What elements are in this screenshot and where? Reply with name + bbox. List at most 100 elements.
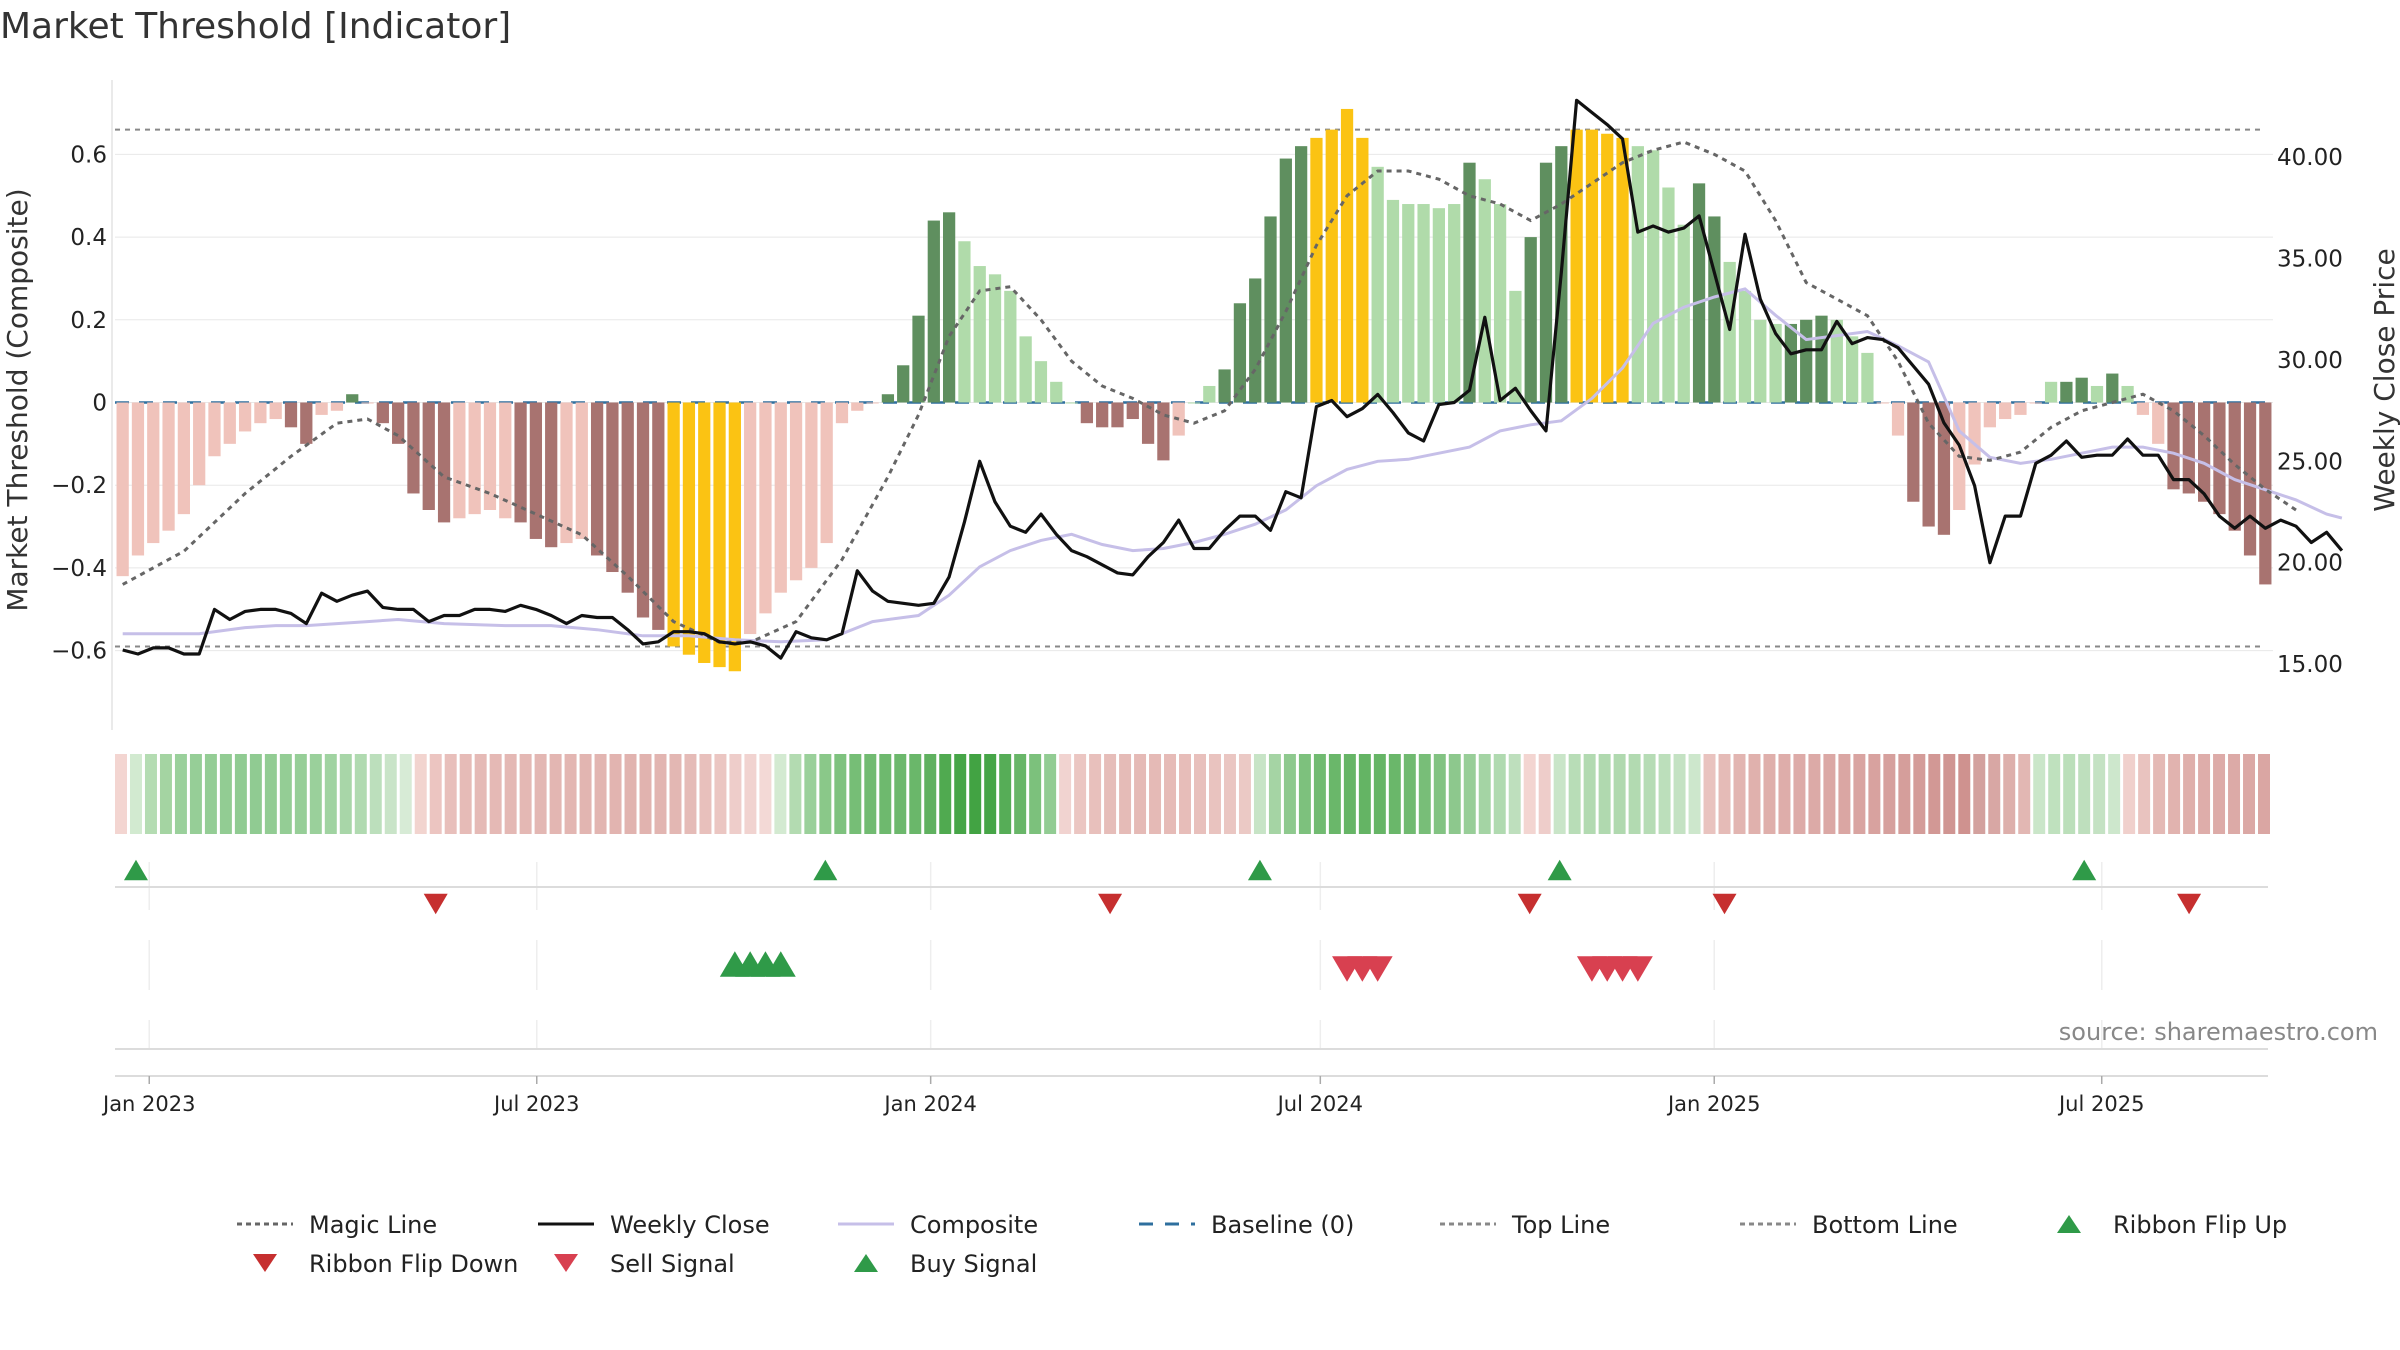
composite-bar [208, 402, 221, 457]
y-tick-label: −0.4 [51, 556, 107, 582]
ribbon-cell [1913, 754, 1926, 834]
y-axis-label: Market Threshold (Composite) [1, 188, 34, 611]
ribbon-cell [924, 754, 937, 834]
ribbon-cell [1733, 754, 1746, 834]
ribbon-cell [1958, 754, 1971, 834]
ribbon-cell [2243, 754, 2256, 834]
composite-bar [1203, 385, 1216, 403]
ribbon-cell [1029, 754, 1042, 834]
ribbon-cell [639, 754, 652, 834]
ribbon-cell [2108, 754, 2121, 834]
ribbon-cell [804, 754, 817, 834]
ribbon-cell [1388, 754, 1401, 834]
ribbon-cell [2153, 754, 2166, 834]
composite-bar [1019, 336, 1032, 403]
ribbon-cell [384, 754, 397, 834]
ribbon-cell [909, 754, 922, 834]
ribbon-cell [219, 754, 232, 834]
composite-bar [1616, 137, 1629, 403]
composite-bar [1647, 150, 1660, 403]
composite-bar [499, 402, 512, 519]
ribbon-cell [1119, 754, 1132, 834]
composite-bar [1784, 323, 1798, 403]
ribbon-cell [789, 754, 802, 834]
ribbon-flip-up-marker [1247, 859, 1272, 881]
composite-bar [1769, 323, 1782, 403]
ribbon-cell [879, 754, 892, 834]
composite-bar [315, 402, 328, 415]
ribbon-cell [1883, 754, 1896, 834]
ribbon-cell [159, 754, 172, 834]
ribbon-flip-down-marker [1712, 893, 1737, 915]
composite-bar [698, 402, 711, 663]
composite-bar [376, 402, 389, 424]
ribbon-cell [504, 754, 517, 834]
ribbon-cell [399, 754, 412, 834]
composite-bar [1662, 187, 1675, 403]
composite-bar [1004, 290, 1017, 403]
legend-label: Composite [910, 1211, 1038, 1239]
ribbon-cell [1208, 754, 1221, 834]
ribbon-cell [2048, 754, 2061, 834]
composite-bar [2044, 381, 2058, 403]
ribbon-cell [234, 754, 247, 834]
x-tick-label: Jul 2024 [1276, 1092, 1363, 1116]
ribbon-cell [969, 754, 982, 834]
composite-bar [1402, 204, 1415, 403]
composite-bar [774, 402, 787, 593]
y-tick-label: 0.6 [70, 142, 107, 168]
ribbon-cell [1328, 754, 1341, 834]
weekly-close-line [122, 98, 2344, 660]
ribbon-cell [1448, 754, 1461, 834]
ribbon-cell [1943, 754, 1956, 834]
composite-bar [912, 315, 925, 403]
composite-bar [1080, 402, 1093, 424]
ribbon-cell [1853, 754, 1866, 834]
ribbon-cell [1793, 754, 1806, 834]
ribbon-cell [1508, 754, 1521, 834]
composite-bar [1279, 158, 1292, 403]
ribbon-cell [2123, 754, 2136, 834]
ribbon-cell [1358, 754, 1371, 834]
ribbon-flip-up-marker [2072, 859, 2097, 881]
ribbon-cell [864, 754, 877, 834]
ribbon-cell [294, 754, 307, 834]
composite-bar [958, 241, 971, 403]
composite-bar [1432, 208, 1446, 403]
legend-label: Baseline (0) [1211, 1211, 1354, 1239]
y2-axis-label: Weekly Close Price [2368, 248, 2400, 511]
legend-label: Magic Line [309, 1211, 437, 1239]
composite-bar [682, 402, 696, 655]
composite-bar [1141, 402, 1155, 444]
y-tick-label: −0.6 [51, 639, 107, 665]
ribbon-cell [894, 754, 907, 834]
legend: Magic Line Weekly Close Composite Baseline … [237, 1211, 2287, 1278]
ribbon-cell [1703, 754, 1716, 834]
composite-bar [238, 402, 252, 432]
legend-label: Buy Signal [910, 1250, 1037, 1278]
composite-bar [284, 402, 298, 428]
ribbon-cell [1598, 754, 1611, 834]
ribbon-cell [1763, 754, 1776, 834]
composite-bar [147, 402, 160, 544]
ribbon-cell [699, 754, 712, 834]
y-tick-label: 0 [92, 391, 107, 417]
ribbon-cell [354, 754, 367, 834]
ribbon-strip [115, 754, 2271, 834]
composite-bar [1723, 261, 1736, 403]
ribbon-cell [459, 754, 472, 834]
composite-bar [2090, 385, 2104, 403]
ribbon-cell [2078, 754, 2091, 834]
legend-label: Top Line [1511, 1211, 1610, 1239]
ribbon-cell [2063, 754, 2076, 834]
ribbon-cell [1104, 754, 1117, 834]
composite-bar [131, 402, 145, 556]
composite-bar [2014, 402, 2027, 415]
ribbon-cell [2018, 754, 2031, 834]
composite-bar [2213, 402, 2226, 515]
composite-bar [866, 402, 879, 404]
ribbon-cell [1898, 754, 1911, 834]
ribbon-cell [684, 754, 697, 834]
ribbon-cell [654, 754, 667, 834]
legend-label: Weekly Close [610, 1211, 770, 1239]
